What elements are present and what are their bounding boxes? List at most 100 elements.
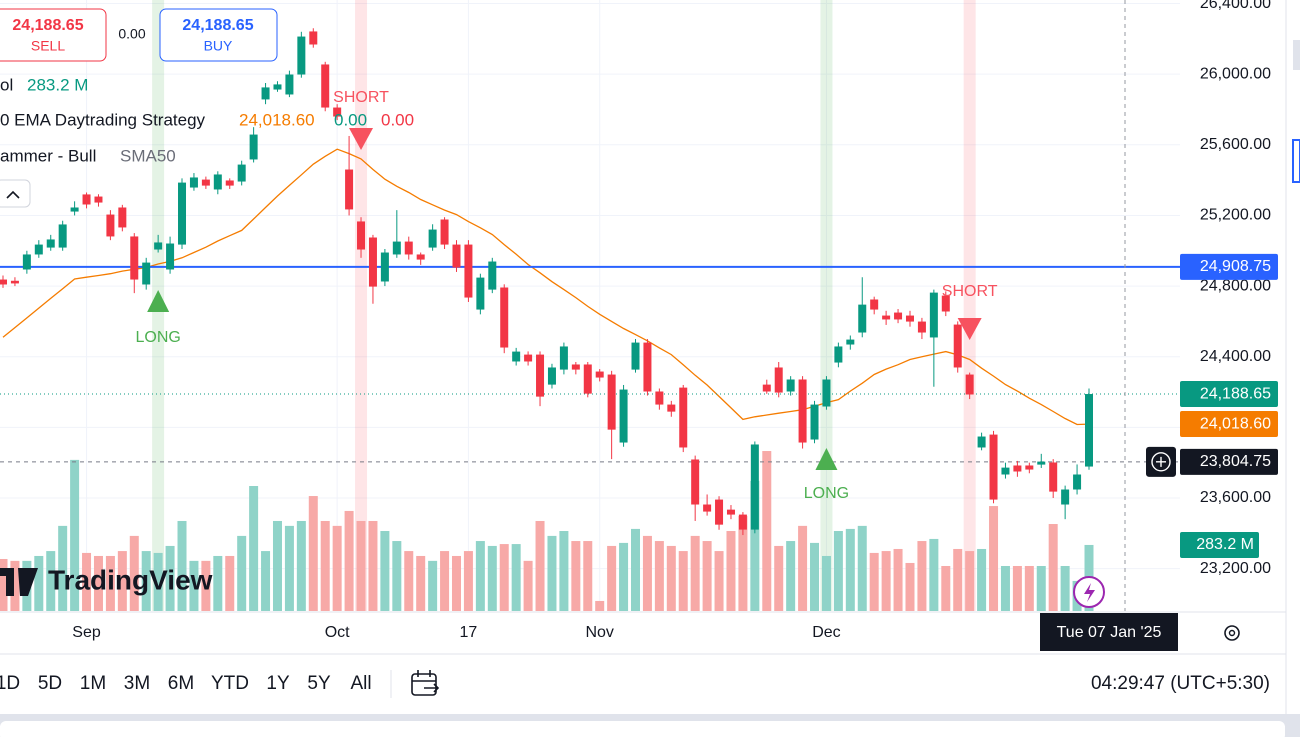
legend-value: 0.00 <box>334 110 367 129</box>
volume-bar <box>237 535 247 611</box>
candle-body <box>715 499 724 525</box>
range-button[interactable]: 5Y <box>307 673 331 694</box>
candle-body <box>965 374 974 395</box>
volume-bar <box>153 552 163 611</box>
volume-bar <box>750 480 760 611</box>
candle-body <box>345 169 354 210</box>
volume-bar <box>833 531 843 611</box>
candle-body <box>1049 462 1058 492</box>
price-axis <box>1180 0 1286 612</box>
y-tick-label: 23,200.00 <box>1200 560 1271 577</box>
candle-body <box>142 262 151 285</box>
volume-bar <box>272 520 282 611</box>
volume-bar <box>368 520 378 611</box>
volume-bar <box>451 555 461 611</box>
add-icon <box>1151 452 1171 472</box>
volume-bar <box>523 560 533 611</box>
legend-value: 0.00 <box>381 110 414 129</box>
y-tick-label: 24,800.00 <box>1200 277 1271 294</box>
volume-bar <box>607 545 617 611</box>
candle-body <box>571 364 580 370</box>
range-button[interactable]: YTD <box>211 673 249 694</box>
volume-bar <box>225 555 235 611</box>
range-button[interactable]: 6M <box>168 673 194 694</box>
candle-body <box>667 404 676 412</box>
legend-name: ol <box>0 75 13 94</box>
candle-body <box>94 196 103 203</box>
settings-icon[interactable] <box>1224 625 1240 641</box>
volume-bar <box>654 541 664 611</box>
candle-body <box>440 219 449 245</box>
candle-body <box>34 244 43 255</box>
range-button[interactable]: 1Y <box>266 673 290 694</box>
range-button[interactable]: 3M <box>124 673 150 694</box>
volume-bar <box>332 525 342 611</box>
volume-bar <box>1024 565 1034 611</box>
volume-bar <box>559 531 569 611</box>
candle-body <box>1001 467 1010 475</box>
candle-body <box>178 182 187 245</box>
volume-bar <box>70 459 80 611</box>
y-tick-label: 23,600.00 <box>1200 489 1271 506</box>
volume-bar <box>1060 565 1070 611</box>
candle-body <box>679 387 688 448</box>
range-button[interactable]: 5D <box>38 673 62 694</box>
signal-marker <box>957 318 982 340</box>
volume-bar <box>965 551 975 611</box>
volume-bar <box>189 560 199 611</box>
price-tag-label: 24,908.75 <box>1200 258 1271 275</box>
range-button[interactable]: 1M <box>80 673 106 694</box>
add-icon-plus <box>1156 456 1166 467</box>
candle-body <box>154 242 163 250</box>
price-tag-label: 24,188.65 <box>1200 385 1271 402</box>
x-tick-label: 17 <box>460 624 478 641</box>
candle-body <box>691 459 700 505</box>
volume-bar <box>678 551 688 611</box>
volume-bar <box>762 451 772 611</box>
signal-marker <box>147 290 170 312</box>
candle-body <box>130 236 139 280</box>
x-tick-label: Oct <box>325 624 350 641</box>
volume-bar <box>893 548 903 611</box>
volume-bar <box>296 520 306 611</box>
volume-bar <box>392 541 402 611</box>
sell-button[interactable] <box>0 8 107 62</box>
legend-name: ammer - Bull <box>0 146 96 165</box>
volume-bar <box>511 544 521 611</box>
y-tick-label: 24,400.00 <box>1200 348 1271 365</box>
lightning <box>1084 583 1095 602</box>
candle-body <box>810 404 819 440</box>
volume-bar <box>165 545 175 611</box>
buy-button[interactable] <box>159 8 278 62</box>
volume-bar <box>46 551 56 611</box>
volume-tag <box>1180 531 1259 558</box>
buy-price: 24,188.65 <box>182 17 253 34</box>
volume-bar <box>881 551 891 611</box>
signal-band <box>820 0 833 611</box>
volume-bar <box>666 545 676 611</box>
candle-body <box>249 134 258 160</box>
candle-body <box>858 304 867 333</box>
candle-body <box>500 287 509 348</box>
candle-body <box>237 164 246 182</box>
candle-body <box>189 177 198 188</box>
candle-body <box>977 436 986 448</box>
candle-body <box>894 312 903 320</box>
volume-bar <box>977 548 987 611</box>
candle-body <box>1013 465 1022 472</box>
candle-body <box>82 194 91 205</box>
range-button[interactable]: 1D <box>0 673 20 694</box>
settings-icon-core <box>1228 629 1236 637</box>
volume-bar <box>631 528 641 611</box>
candle-body <box>905 315 914 322</box>
calendar-body <box>411 673 437 696</box>
legend-name: 0 EMA Daytrading Strategy <box>0 110 206 129</box>
calendar-icon[interactable] <box>411 670 440 696</box>
volume-bar <box>499 544 509 611</box>
logo-mark <box>0 568 38 596</box>
candle-body <box>166 243 175 270</box>
candle-body <box>309 31 318 45</box>
range-button[interactable]: All <box>350 673 371 694</box>
volume-bar <box>475 541 485 611</box>
